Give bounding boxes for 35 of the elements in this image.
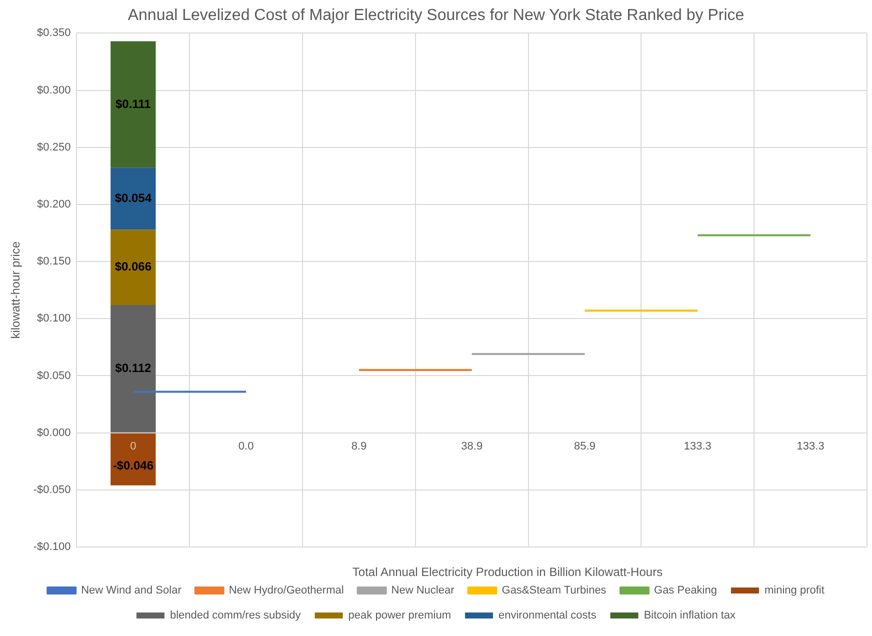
data-label: $0.054 [114, 191, 152, 206]
x-tick-label: 0.0 [238, 440, 254, 452]
data-label: $0.112 [115, 360, 152, 375]
legend-label: Gas Peaking [654, 584, 717, 597]
y-tick-label: $0.000 [37, 426, 71, 439]
y-tick-label: $0.050 [37, 370, 71, 382]
y-axis-title: kilowatt-hour price [8, 241, 23, 339]
data-label: $0.111 [115, 96, 152, 111]
data-label: $0.066 [114, 260, 152, 274]
legend-label: New Nuclear [391, 584, 455, 597]
y-tick-label: -$0.050 [33, 484, 71, 496]
chart-title: Annual Levelized Cost of Major Electricity Sources for New York State Ranked by Price [128, 7, 744, 24]
x-tick-label: 38.9 [461, 440, 483, 452]
y-tick-label: $0.200 [37, 198, 71, 210]
legend-label: blended comm/res subsidy [170, 610, 302, 622]
y-tick-label: $0.100 [37, 312, 71, 325]
legend-label: environmental costs [498, 610, 597, 622]
legend-label: Bitcoin inflation tax [644, 610, 736, 622]
y-tick-label: $0.300 [37, 84, 71, 96]
y-tick-label: $0.150 [37, 256, 71, 268]
data-label: -$0.046 [112, 458, 154, 473]
y-tick-label: $0.250 [37, 141, 71, 154]
y-tick-label: $0.350 [37, 27, 71, 40]
x-tick-label: 85.9 [574, 440, 596, 452]
x-axis-title: Total Annual Electricity Production in Billion Kilowatt-Hours [351, 565, 664, 579]
legend-label: Gas&Steam Turbines [502, 584, 607, 597]
legend-label: peak power premium [348, 610, 452, 622]
x-tick-label: 0 [130, 440, 136, 452]
x-tick-label: 8.9 [351, 440, 367, 452]
legend-label: mining profit [764, 584, 824, 597]
legend-label: New Hydro/Geothermal [228, 584, 344, 597]
legend-label: New Wind and Solar [81, 584, 182, 597]
y-tick-label: -$0.100 [33, 541, 71, 554]
x-tick-label: 133.3 [796, 440, 824, 452]
x-tick-label: 133.3 [684, 440, 712, 452]
